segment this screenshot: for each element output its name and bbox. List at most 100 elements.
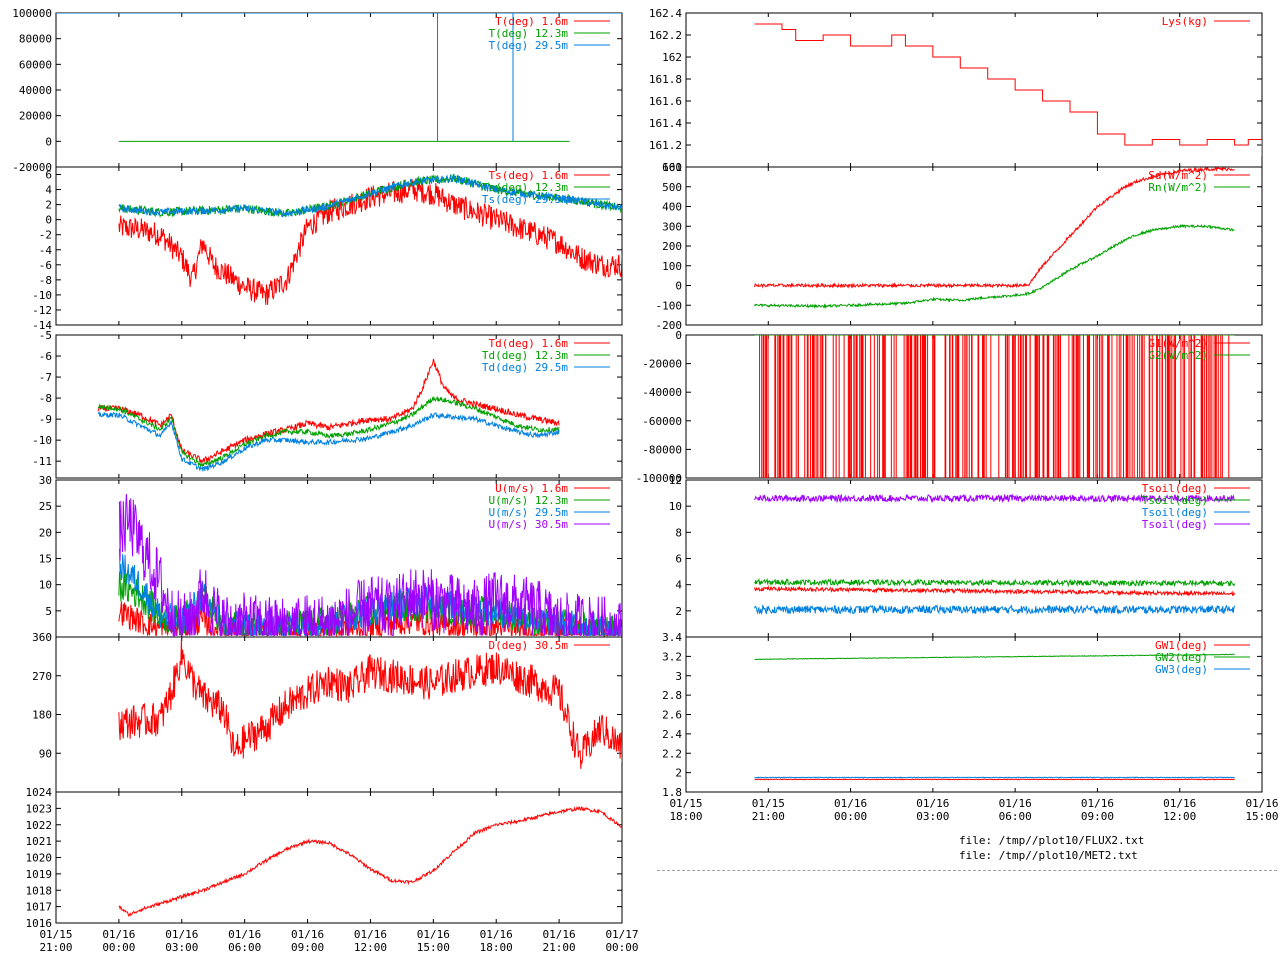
series-line-rad-0 bbox=[754, 167, 1235, 289]
y-tick-label: 162 bbox=[662, 51, 682, 64]
y-tick-label: -5 bbox=[39, 329, 52, 342]
y-tick-label: 4 bbox=[675, 579, 682, 592]
y-tick-label: 2.4 bbox=[662, 728, 682, 741]
y-tick-label: 8 bbox=[675, 526, 682, 539]
y-tick-label: 1023 bbox=[26, 802, 53, 815]
y-tick-label: 1.8 bbox=[662, 786, 682, 799]
x-tick-label-date: 01/15 bbox=[752, 797, 785, 810]
y-tick-label: 180 bbox=[32, 709, 52, 722]
y-tick-label: 2.8 bbox=[662, 689, 682, 702]
y-tick-label: -14 bbox=[32, 319, 52, 332]
x-tick-label-time: 15:00 bbox=[417, 941, 450, 954]
chart-d: 90 180 270 360 D(deg) 30.5m bbox=[32, 631, 623, 793]
series-group bbox=[754, 493, 1236, 616]
x-tick-label-date: 01/16 bbox=[165, 928, 198, 941]
y-tick-label: -8 bbox=[39, 274, 52, 287]
x-tick-label-date: 01/16 bbox=[354, 928, 387, 941]
y-tick-label: -7 bbox=[39, 371, 52, 384]
y-tick-label: 161.8 bbox=[649, 73, 682, 86]
y-tick-label: 0 bbox=[45, 214, 52, 227]
y-tick-label: 1019 bbox=[26, 868, 53, 881]
legend-label: T(deg) 12.3m bbox=[489, 27, 569, 40]
file-label-flux: file: /tmp//plot10/FLUX2.txt bbox=[959, 834, 1145, 847]
legend-label: G2(W/m^2) bbox=[1148, 349, 1208, 362]
x-tick-label-date: 01/16 bbox=[291, 928, 324, 941]
y-tick-label: 15 bbox=[39, 553, 52, 566]
y-tick-label: 3.4 bbox=[662, 631, 682, 644]
y-tick-label: -4 bbox=[39, 244, 53, 257]
legend-label: T(deg) 1.6m bbox=[495, 15, 568, 28]
series-line-td-2 bbox=[97, 410, 560, 472]
series-line-td-0 bbox=[97, 358, 560, 464]
x-tick-label-date: 01/17 bbox=[605, 928, 638, 941]
y-tick-label: 200 bbox=[662, 240, 682, 253]
series-line-tsoil-2 bbox=[754, 604, 1236, 616]
series-group bbox=[754, 23, 1262, 156]
series-line-p-0 bbox=[118, 805, 622, 918]
x-tick-label-time: 03:00 bbox=[165, 941, 198, 954]
plot-frame bbox=[55, 791, 623, 924]
x-tick-label-time: 00:00 bbox=[834, 810, 867, 823]
x-tick-label-time: 09:00 bbox=[1081, 810, 1114, 823]
series-group bbox=[754, 335, 1235, 478]
y-tick-label: 1020 bbox=[26, 852, 53, 865]
y-tick-label: 600 bbox=[662, 161, 682, 174]
legend-label: U(m/s) 29.5m bbox=[489, 506, 569, 519]
legend-label: Sd(W/m^2) bbox=[1148, 169, 1208, 182]
y-tick-label: 90 bbox=[39, 747, 52, 760]
legend-label: GW3(deg) bbox=[1155, 663, 1208, 676]
x-tick-label-time: 15:00 bbox=[1245, 810, 1278, 823]
legend-label: D(deg) 30.5m bbox=[489, 639, 569, 652]
plot-frame bbox=[55, 636, 623, 793]
y-tick-label: 6 bbox=[675, 553, 682, 566]
y-tick-label: 3.2 bbox=[662, 650, 682, 663]
x-tick-label-date: 01/16 bbox=[480, 928, 513, 941]
x-tick-label-date: 01/16 bbox=[417, 928, 450, 941]
series-group bbox=[118, 805, 622, 918]
y-tick-label: -100 bbox=[656, 299, 683, 312]
y-tick-label: -12 bbox=[32, 304, 52, 317]
y-tick-label: 25 bbox=[39, 500, 52, 513]
y-tick-label: 10 bbox=[669, 500, 682, 513]
y-tick-label: 3 bbox=[675, 670, 682, 683]
x-tick-label-time: 21:00 bbox=[39, 941, 72, 954]
legend-label: GW1(deg) bbox=[1155, 639, 1208, 652]
y-tick-label: 400 bbox=[662, 201, 682, 214]
series-group bbox=[56, 13, 622, 142]
series-group bbox=[118, 638, 622, 769]
chart-rad: -200 -100 0 100 200 300 400 500 600 Sd(W/m^2)Rn(W… bbox=[656, 161, 1263, 332]
chart-gw: 1.822.22.42.62.833.23.401/1518:0001/1521… bbox=[662, 631, 1278, 823]
x-tick-label-time: 21:00 bbox=[752, 810, 785, 823]
y-tick-label: -200 bbox=[656, 319, 683, 332]
chart-tsoil: 24681012Tsoil(deg)Tsoil(deg)Tsoil(deg)Ts… bbox=[669, 474, 1263, 638]
legend-label: U(m/s) 30.5m bbox=[489, 518, 569, 531]
plot-frame bbox=[55, 334, 623, 479]
series-line-gw-0 bbox=[754, 778, 1235, 781]
x-tick-label-date: 01/16 bbox=[999, 797, 1032, 810]
y-tick-label: 100 bbox=[662, 260, 682, 273]
x-tick-label-time: 12:00 bbox=[1163, 810, 1196, 823]
series-line-tsoil-1 bbox=[754, 577, 1236, 588]
y-tick-label: 161 bbox=[662, 161, 682, 174]
y-tick-label: 2.6 bbox=[662, 709, 682, 722]
y-tick-label: -10 bbox=[32, 289, 52, 302]
y-tick-label: -8 bbox=[39, 392, 52, 405]
legend-label: T(deg) 29.5m bbox=[489, 39, 569, 52]
series-line-td-1 bbox=[97, 396, 560, 468]
series-group bbox=[118, 173, 622, 305]
y-tick-label: -11 bbox=[32, 455, 52, 468]
y-tick-label: 5 bbox=[45, 605, 52, 618]
y-tick-label: 0 bbox=[675, 280, 682, 293]
x-tick-label-time: 03:00 bbox=[916, 810, 949, 823]
x-tick-label-date: 01/16 bbox=[834, 797, 867, 810]
legend-label: U(m/s) 1.6m bbox=[495, 482, 568, 495]
series-line-lys-0 bbox=[754, 23, 1262, 156]
y-tick-label: 80000 bbox=[19, 33, 52, 46]
series-line-gw-1 bbox=[754, 653, 1235, 661]
chart-lys: 161 161.2 161.4 161.6 161.8 162 162.2 162.4 Lys(… bbox=[649, 7, 1263, 174]
x-tick-label-time: 18:00 bbox=[480, 941, 513, 954]
y-tick-label: -20000 bbox=[12, 161, 52, 174]
legend-label: Td(deg) 1.6m bbox=[489, 337, 569, 350]
legend-label: G1(W/m^2) bbox=[1148, 337, 1208, 350]
